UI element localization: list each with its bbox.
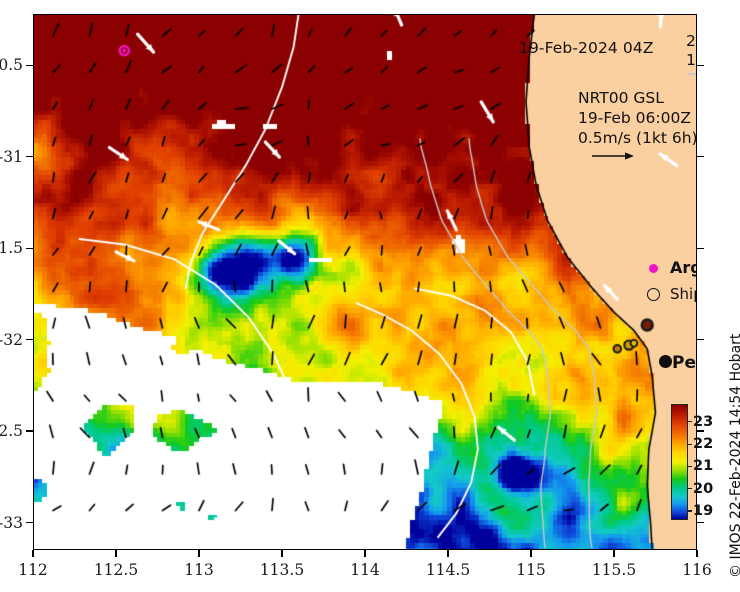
- colorbar-tick: [687, 443, 692, 445]
- x-axis-tick: [32, 550, 34, 557]
- y-axis-tick: [26, 521, 33, 524]
- x-axis-tick: [281, 550, 283, 557]
- ship-legend-label: Ship: [670, 285, 697, 303]
- colorbar-tick: [687, 421, 692, 423]
- x-axis-label: 116: [682, 561, 712, 579]
- x-axis-tick: [447, 550, 449, 557]
- colorbar-tick: [687, 510, 692, 512]
- ship-marker-icon: [647, 288, 660, 301]
- x-axis-tick: [115, 550, 117, 557]
- y-axis-tick: [26, 64, 33, 66]
- y-axis-label: -32: [0, 330, 23, 349]
- vector-scale-label: 0.5m/s (1kt 6h): [578, 129, 697, 147]
- x-axis-tick: [198, 550, 200, 557]
- perth-city-label: Perth: [672, 353, 697, 373]
- y-axis-tick-right: [697, 521, 704, 524]
- x-axis-label: 113: [184, 561, 214, 579]
- colorbar-tick: [687, 488, 692, 490]
- x-axis-label: 115: [516, 561, 546, 579]
- y-axis-tick-right: [697, 430, 704, 432]
- y-axis-tick-right: [697, 247, 704, 249]
- argo-legend-label: Argo: [670, 258, 697, 277]
- y-axis-tick-right: [697, 338, 704, 341]
- y-axis-label: -32.5: [0, 422, 23, 441]
- copyright-notice: © IMOS 22-Feb-2024 14:54 Hobart: [728, 333, 740, 578]
- y-axis-tick-right: [697, 156, 704, 158]
- current-vectors-layer: [33, 14, 697, 550]
- colorbar-tick-label: 21: [693, 458, 714, 475]
- x-axis-tick: [696, 550, 698, 557]
- bathymetry-200m-label: 200m: [686, 32, 697, 50]
- colorbar-tick: [687, 465, 692, 468]
- x-axis-label: 114.5: [425, 561, 471, 579]
- colorbar-tick-label: 22: [693, 436, 714, 453]
- colorbar: [671, 404, 688, 520]
- y-axis-tick: [26, 156, 33, 158]
- date-stamp: 19-Feb-2024 04Z: [519, 39, 654, 57]
- y-axis-label: -31.5: [0, 239, 23, 258]
- reference-arrow-icon: [592, 152, 634, 160]
- model-time-label: 19-Feb 06:00Z: [578, 109, 691, 127]
- y-axis-label: -30.5: [0, 56, 23, 75]
- perth-city-marker-icon: [659, 355, 672, 368]
- model-name-label: NRT00 GSL: [578, 89, 664, 107]
- colorbar-tick-label: 23: [693, 413, 714, 430]
- argo-marker-icon: [649, 264, 658, 273]
- colorbar-tick-label: 19: [693, 503, 714, 520]
- y-axis-label: -33: [0, 513, 23, 532]
- x-axis-tick: [364, 550, 366, 557]
- x-axis-label: 112.5: [93, 561, 139, 579]
- y-axis-tick: [26, 247, 33, 249]
- colorbar-tick-label: 20: [693, 480, 714, 497]
- x-axis-label: 113.5: [259, 561, 305, 579]
- bathymetry-legend-line: [688, 73, 697, 75]
- x-axis-label: 114: [350, 561, 380, 579]
- x-axis-label: 112: [18, 561, 48, 579]
- x-axis-label: 115.5: [591, 561, 637, 579]
- x-axis-tick: [613, 550, 615, 557]
- y-axis-label: -31: [0, 147, 23, 166]
- bathymetry-1000m-label: 1000m: [686, 51, 697, 69]
- map-plot-area[interactable]: 19-Feb-2024 04Z 200m 1000m NRT00 GSL 19-…: [33, 14, 697, 550]
- y-axis-tick: [26, 430, 33, 432]
- x-axis-tick: [530, 550, 532, 557]
- y-axis-tick-right: [697, 64, 704, 66]
- y-axis-tick: [26, 338, 33, 341]
